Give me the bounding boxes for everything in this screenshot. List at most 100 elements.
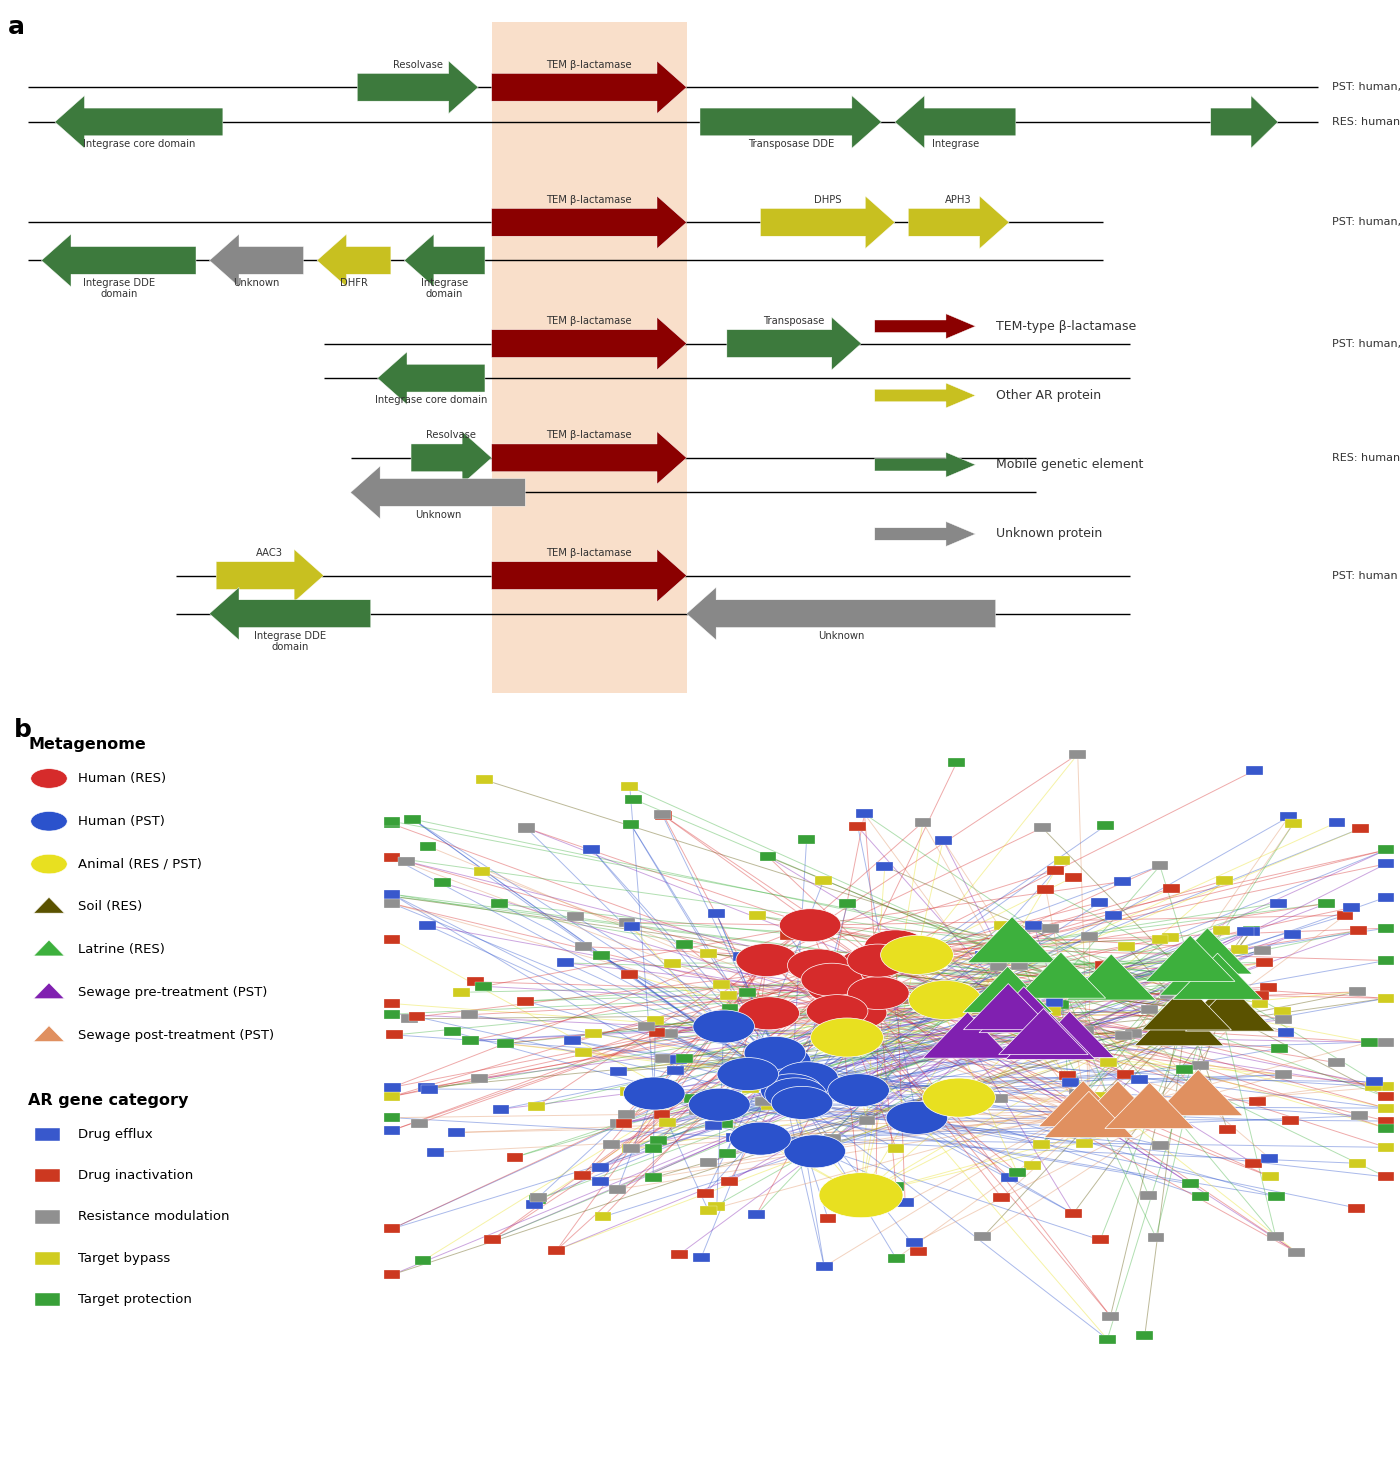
Text: TEM β-lactamase: TEM β-lactamase: [546, 548, 631, 558]
FancyArrow shape: [760, 195, 895, 249]
Text: TEM β-lactamase: TEM β-lactamase: [546, 195, 631, 206]
Circle shape: [689, 1088, 750, 1121]
Bar: [689, 1105, 706, 1115]
Text: TEM β-lactamase: TEM β-lactamase: [546, 60, 631, 70]
FancyArrow shape: [55, 96, 223, 149]
Bar: [888, 1182, 904, 1191]
FancyArrow shape: [491, 550, 686, 602]
Bar: [654, 811, 671, 819]
Bar: [994, 1193, 1011, 1203]
Text: Integrase
domain: Integrase domain: [421, 278, 468, 299]
Bar: [935, 835, 952, 844]
Polygon shape: [1154, 1070, 1243, 1115]
Polygon shape: [1105, 1082, 1194, 1128]
Bar: [410, 1118, 427, 1128]
Polygon shape: [1134, 1000, 1224, 1045]
Bar: [399, 857, 416, 866]
Bar: [1140, 1191, 1156, 1200]
Bar: [700, 1159, 717, 1168]
Bar: [1070, 1089, 1086, 1098]
Text: Integrase core domain: Integrase core domain: [83, 140, 195, 149]
Bar: [1274, 1007, 1291, 1016]
Bar: [648, 1028, 665, 1037]
Bar: [1058, 1072, 1075, 1080]
Bar: [1280, 812, 1296, 821]
Bar: [35, 1210, 60, 1223]
Bar: [1378, 859, 1394, 869]
FancyArrow shape: [316, 235, 391, 287]
Bar: [1260, 983, 1277, 991]
Bar: [402, 1015, 419, 1024]
Bar: [704, 1121, 721, 1130]
Text: PST: human, animal, influent: PST: human, animal, influent: [1331, 82, 1400, 92]
Bar: [384, 819, 400, 828]
Bar: [609, 1185, 626, 1194]
Bar: [986, 951, 1002, 959]
Bar: [1047, 866, 1064, 875]
Bar: [1282, 1117, 1299, 1126]
Bar: [1114, 1031, 1131, 1040]
Text: PST: human, influent: PST: human, influent: [1331, 217, 1400, 227]
Polygon shape: [1039, 1080, 1128, 1127]
Bar: [1378, 924, 1394, 933]
Bar: [1193, 961, 1210, 970]
Circle shape: [729, 1123, 791, 1155]
Text: Mobile genetic element: Mobile genetic element: [995, 458, 1142, 471]
Text: Unknown protein: Unknown protein: [995, 528, 1102, 541]
FancyArrow shape: [727, 318, 861, 370]
Text: Sewage pre-treatment (PST): Sewage pre-treatment (PST): [78, 986, 267, 999]
Bar: [713, 980, 729, 990]
Polygon shape: [998, 1009, 1088, 1054]
Circle shape: [769, 1077, 830, 1111]
Bar: [1162, 933, 1179, 942]
Bar: [659, 1118, 676, 1127]
Bar: [603, 1140, 620, 1149]
Bar: [567, 913, 584, 921]
Circle shape: [771, 1086, 833, 1120]
FancyArrow shape: [875, 383, 976, 408]
Bar: [1378, 1092, 1394, 1101]
Text: TEM β-lactamase: TEM β-lactamase: [546, 316, 631, 327]
Bar: [1243, 927, 1260, 936]
Bar: [1268, 1191, 1285, 1201]
Bar: [1093, 1092, 1110, 1101]
FancyArrow shape: [875, 313, 976, 338]
Bar: [1238, 927, 1254, 936]
Bar: [419, 1083, 435, 1092]
Bar: [1179, 965, 1196, 974]
Bar: [848, 952, 865, 961]
Circle shape: [777, 1061, 839, 1095]
Polygon shape: [34, 983, 64, 999]
Bar: [721, 1003, 738, 1013]
Bar: [727, 1133, 743, 1142]
Bar: [592, 1177, 609, 1187]
Bar: [1219, 1126, 1236, 1134]
Bar: [493, 1105, 510, 1114]
FancyArrow shape: [405, 235, 484, 287]
Bar: [427, 1147, 444, 1156]
Text: PST: human: PST: human: [1331, 570, 1397, 580]
Bar: [623, 921, 640, 932]
Bar: [1245, 1159, 1261, 1168]
Bar: [1196, 951, 1212, 959]
Bar: [1011, 961, 1028, 970]
Bar: [517, 997, 533, 1006]
Text: Integrase: Integrase: [932, 140, 979, 149]
Bar: [739, 989, 756, 997]
Bar: [889, 1117, 906, 1126]
Bar: [529, 1196, 546, 1204]
Circle shape: [760, 1073, 822, 1107]
Circle shape: [827, 1073, 889, 1107]
FancyArrow shape: [210, 588, 371, 640]
Circle shape: [806, 994, 868, 1028]
FancyArrow shape: [875, 452, 976, 477]
Polygon shape: [1177, 984, 1267, 1031]
Polygon shape: [1162, 927, 1252, 974]
Bar: [1102, 1312, 1119, 1321]
Text: Drug inactivation: Drug inactivation: [78, 1169, 193, 1182]
Polygon shape: [1159, 949, 1249, 996]
Bar: [518, 824, 535, 833]
Bar: [1378, 1104, 1394, 1112]
Bar: [655, 811, 672, 819]
Bar: [386, 1031, 403, 1040]
